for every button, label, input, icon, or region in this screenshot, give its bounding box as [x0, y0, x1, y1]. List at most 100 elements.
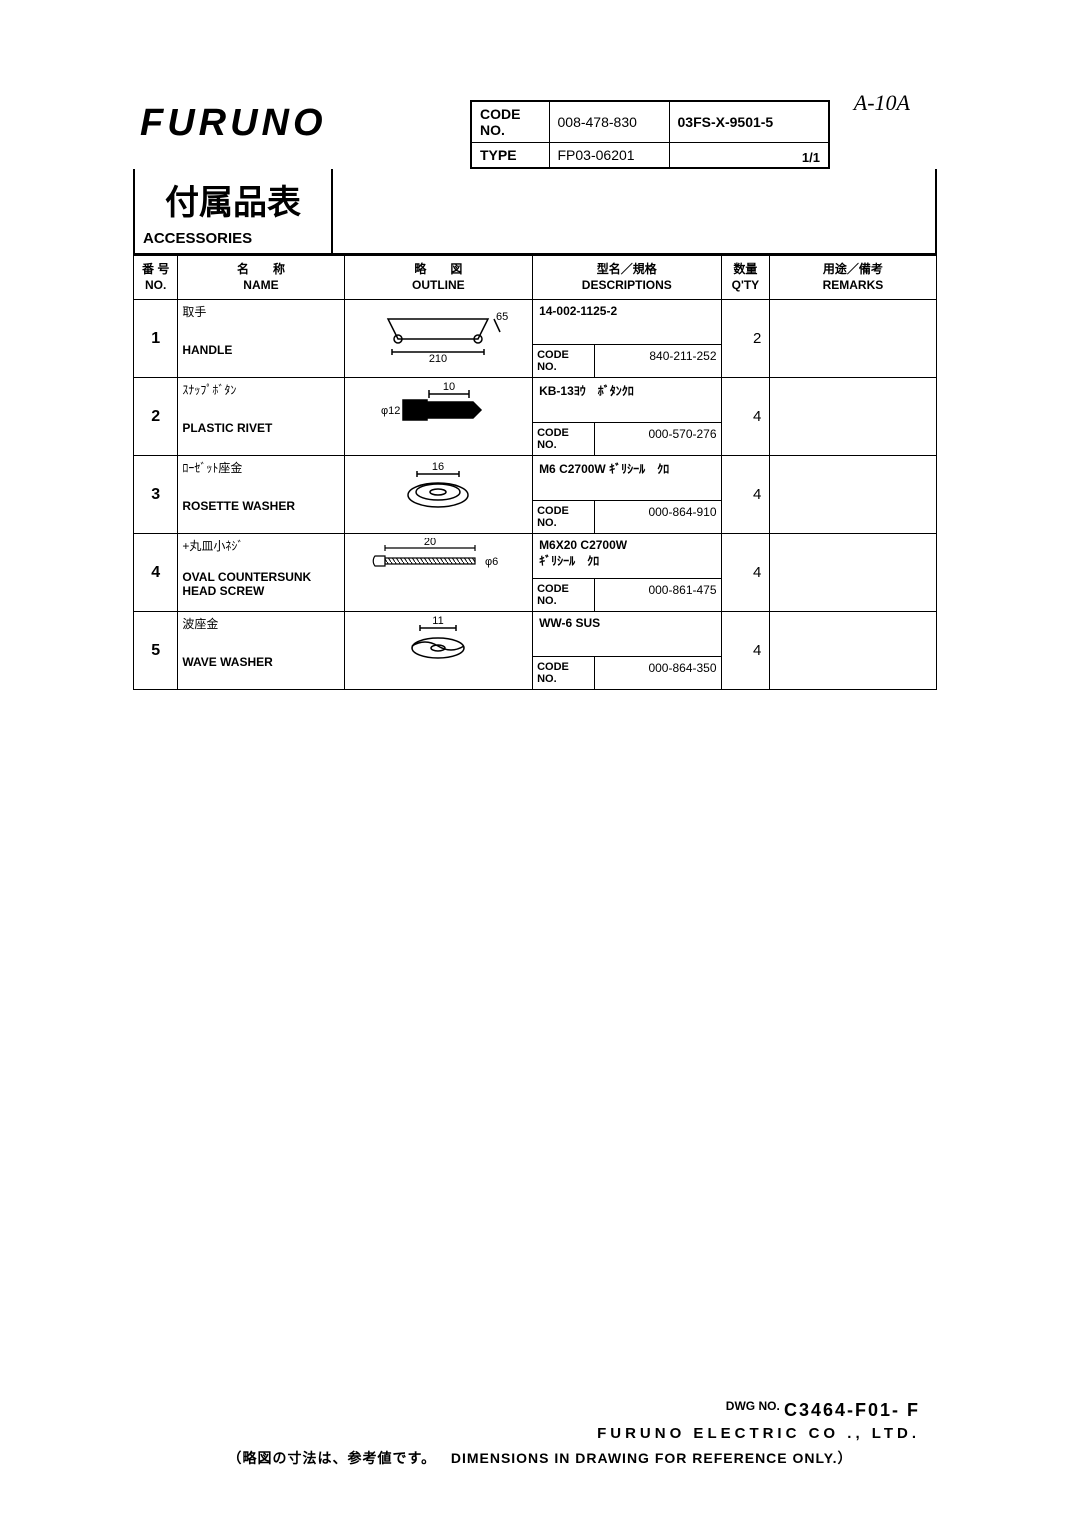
name-jp: 取手 — [178, 300, 343, 322]
outline-cell: 11 — [344, 612, 532, 690]
qty-cell: 4 — [721, 456, 770, 534]
accessories-table: 番 号NO. 名 称NAME 略 図OUTLINE 型名／規格DESCRIPTI… — [133, 255, 937, 690]
name-cell: ｽﾅｯﾌﾟﾎﾞﾀﾝ PLASTIC RIVET — [178, 378, 344, 456]
qty-cell: 4 — [721, 378, 770, 456]
footer: DWG NO. C3464-F01- F FURUNO ELECTRIC CO … — [130, 1399, 950, 1468]
code-label: CODE NO. — [533, 423, 595, 455]
type-label: TYPE — [471, 143, 549, 169]
col-desc: 型名／規格DESCRIPTIONS — [533, 256, 721, 300]
desc-cell: M6 C2700W ｷﾞﾘｼｰﾙ ｸﾛ CODE NO. 000-864-910 — [533, 456, 721, 534]
row-no: 4 — [134, 534, 178, 612]
code-label: CODE NO. — [533, 501, 595, 533]
remarks-cell — [770, 456, 936, 534]
table-row: 4 +丸皿小ﾈｼﾞ OVAL COUNTERSUNK HEAD SCREW 20… — [134, 534, 937, 612]
name-cell: 取手 HANDLE — [178, 300, 344, 378]
code-no-label: CODE NO. — [471, 101, 549, 143]
outline-cell: 20 φ6 — [344, 534, 532, 612]
desc-top: M6X20 C2700Wｷﾞﾘｼｰﾙ ｸﾛ — [533, 534, 720, 578]
desc-cell: 14-002-1125-2 CODE NO. 840-211-252 — [533, 300, 721, 378]
name-en: WAVE WASHER — [178, 634, 343, 689]
row-no: 1 — [134, 300, 178, 378]
dwg-number: C3464-F01- F — [784, 1400, 920, 1420]
dim-note-jp: （略図の寸法は、参考値です。 — [228, 1450, 437, 1466]
desc-top: M6 C2700W ｷﾞﾘｼｰﾙ ｸﾛ — [533, 456, 720, 500]
code-no-value: 008-478-830 — [549, 101, 669, 143]
qty-cell: 4 — [721, 534, 770, 612]
dim-note-en: DIMENSIONS IN DRAWING FOR REFERENCE ONLY… — [451, 1450, 853, 1466]
page-indicator-cell: 1/1 — [669, 143, 829, 169]
title-en: ACCESSORIES — [135, 226, 331, 253]
code-label: CODE NO. — [533, 657, 595, 689]
svg-text:16: 16 — [432, 461, 444, 473]
company-line: FURUNO ELECTRIC CO ., LTD. — [130, 1425, 950, 1442]
name-jp: 波座金 — [178, 612, 343, 634]
name-cell: 波座金 WAVE WASHER — [178, 612, 344, 690]
desc-top: 14-002-1125-2 — [533, 300, 720, 344]
desc-cell: WW-6 SUS CODE NO. 000-864-350 — [533, 612, 721, 690]
row-no: 5 — [134, 612, 178, 690]
dwg-line: DWG NO. C3464-F01- F — [130, 1399, 950, 1421]
table-row: 3 ﾛｰｾﾞｯﾄ座金 ROSETTE WASHER 16 M6 C2700W ｷ… — [134, 456, 937, 534]
top-row: FURUNO CODE NO. 008-478-830 03FS-X-9501-… — [130, 100, 950, 169]
col-qty: 数量Q'TY — [721, 256, 770, 300]
remarks-cell — [770, 534, 936, 612]
col-outline: 略 図OUTLINE — [344, 256, 532, 300]
title-jp: 付属品表 — [135, 169, 331, 226]
type-value: FP03-06201 — [549, 143, 669, 169]
table-row: 2 ｽﾅｯﾌﾟﾎﾞﾀﾝ PLASTIC RIVET 10 φ12 KB-13ﾖｳ… — [134, 378, 937, 456]
name-jp: ﾛｰｾﾞｯﾄ座金 — [178, 456, 343, 478]
name-en: OVAL COUNTERSUNK HEAD SCREW — [178, 556, 343, 611]
page-indicator: 1/1 — [802, 150, 820, 165]
outline-cell: 210 65 — [344, 300, 532, 378]
handwritten-note: A-10A — [854, 90, 910, 116]
desc-cell: M6X20 C2700Wｷﾞﾘｼｰﾙ ｸﾛ CODE NO. 000-861-4… — [533, 534, 721, 612]
col-remarks: 用途／備考REMARKS — [770, 256, 936, 300]
svg-text:210: 210 — [429, 353, 447, 364]
header-table: CODE NO. 008-478-830 03FS-X-9501-5 TYPE … — [470, 100, 830, 169]
code-value: 000-864-910 — [595, 501, 720, 533]
dim-note: （略図の寸法は、参考値です。 DIMENSIONS IN DRAWING FOR… — [130, 1448, 950, 1468]
outline-cell: 16 — [344, 456, 532, 534]
col-no: 番 号NO. — [134, 256, 178, 300]
title-block: 付属品表 ACCESSORIES — [133, 169, 333, 255]
name-en: ROSETTE WASHER — [178, 478, 343, 533]
code-value: 840-211-252 — [595, 345, 720, 377]
name-en: HANDLE — [178, 322, 343, 377]
code-value: 000-570-276 — [595, 423, 720, 455]
name-jp: ｽﾅｯﾌﾟﾎﾞﾀﾝ — [178, 378, 343, 400]
code-value: 000-861-475 — [595, 579, 720, 611]
name-en: PLASTIC RIVET — [178, 400, 343, 455]
row-no: 3 — [134, 456, 178, 534]
dwg-label: DWG NO. — [726, 1399, 780, 1413]
name-jp: +丸皿小ﾈｼﾞ — [178, 534, 343, 556]
remarks-cell — [770, 378, 936, 456]
remarks-cell — [770, 300, 936, 378]
svg-text:65: 65 — [496, 311, 508, 323]
table-row: 5 波座金 WAVE WASHER 11 WW-6 SUS CODE NO. — [134, 612, 937, 690]
svg-text:11: 11 — [433, 616, 444, 627]
svg-text:20: 20 — [424, 538, 436, 548]
svg-text:φ6: φ6 — [485, 556, 498, 568]
svg-text:φ12: φ12 — [381, 405, 400, 417]
qty-cell: 4 — [721, 612, 770, 690]
furuno-logo: FURUNO — [130, 100, 470, 142]
svg-text:10: 10 — [443, 382, 455, 393]
page-frame: A-10A FURUNO CODE NO. 008-478-830 03FS-X… — [130, 100, 950, 690]
code-value: 000-864-350 — [595, 657, 720, 689]
code-label: CODE NO. — [533, 579, 595, 611]
table-row: 1 取手 HANDLE 210 65 14-002-1125-2 CODE NO — [134, 300, 937, 378]
table-header-row: 番 号NO. 名 称NAME 略 図OUTLINE 型名／規格DESCRIPTI… — [134, 256, 937, 300]
title-spacer — [333, 169, 937, 255]
desc-top: WW-6 SUS — [533, 612, 720, 656]
code-label: CODE NO. — [533, 345, 595, 377]
col-name: 名 称NAME — [178, 256, 344, 300]
row-no: 2 — [134, 378, 178, 456]
desc-top: KB-13ﾖｳ ﾎﾞﾀﾝｸﾛ — [533, 378, 720, 422]
title-row: 付属品表 ACCESSORIES — [130, 169, 950, 255]
remarks-cell — [770, 612, 936, 690]
name-cell: +丸皿小ﾈｼﾞ OVAL COUNTERSUNK HEAD SCREW — [178, 534, 344, 612]
desc-cell: KB-13ﾖｳ ﾎﾞﾀﾝｸﾛ CODE NO. 000-570-276 — [533, 378, 721, 456]
name-cell: ﾛｰｾﾞｯﾄ座金 ROSETTE WASHER — [178, 456, 344, 534]
doc-number: 03FS-X-9501-5 — [669, 101, 829, 143]
qty-cell: 2 — [721, 300, 770, 378]
